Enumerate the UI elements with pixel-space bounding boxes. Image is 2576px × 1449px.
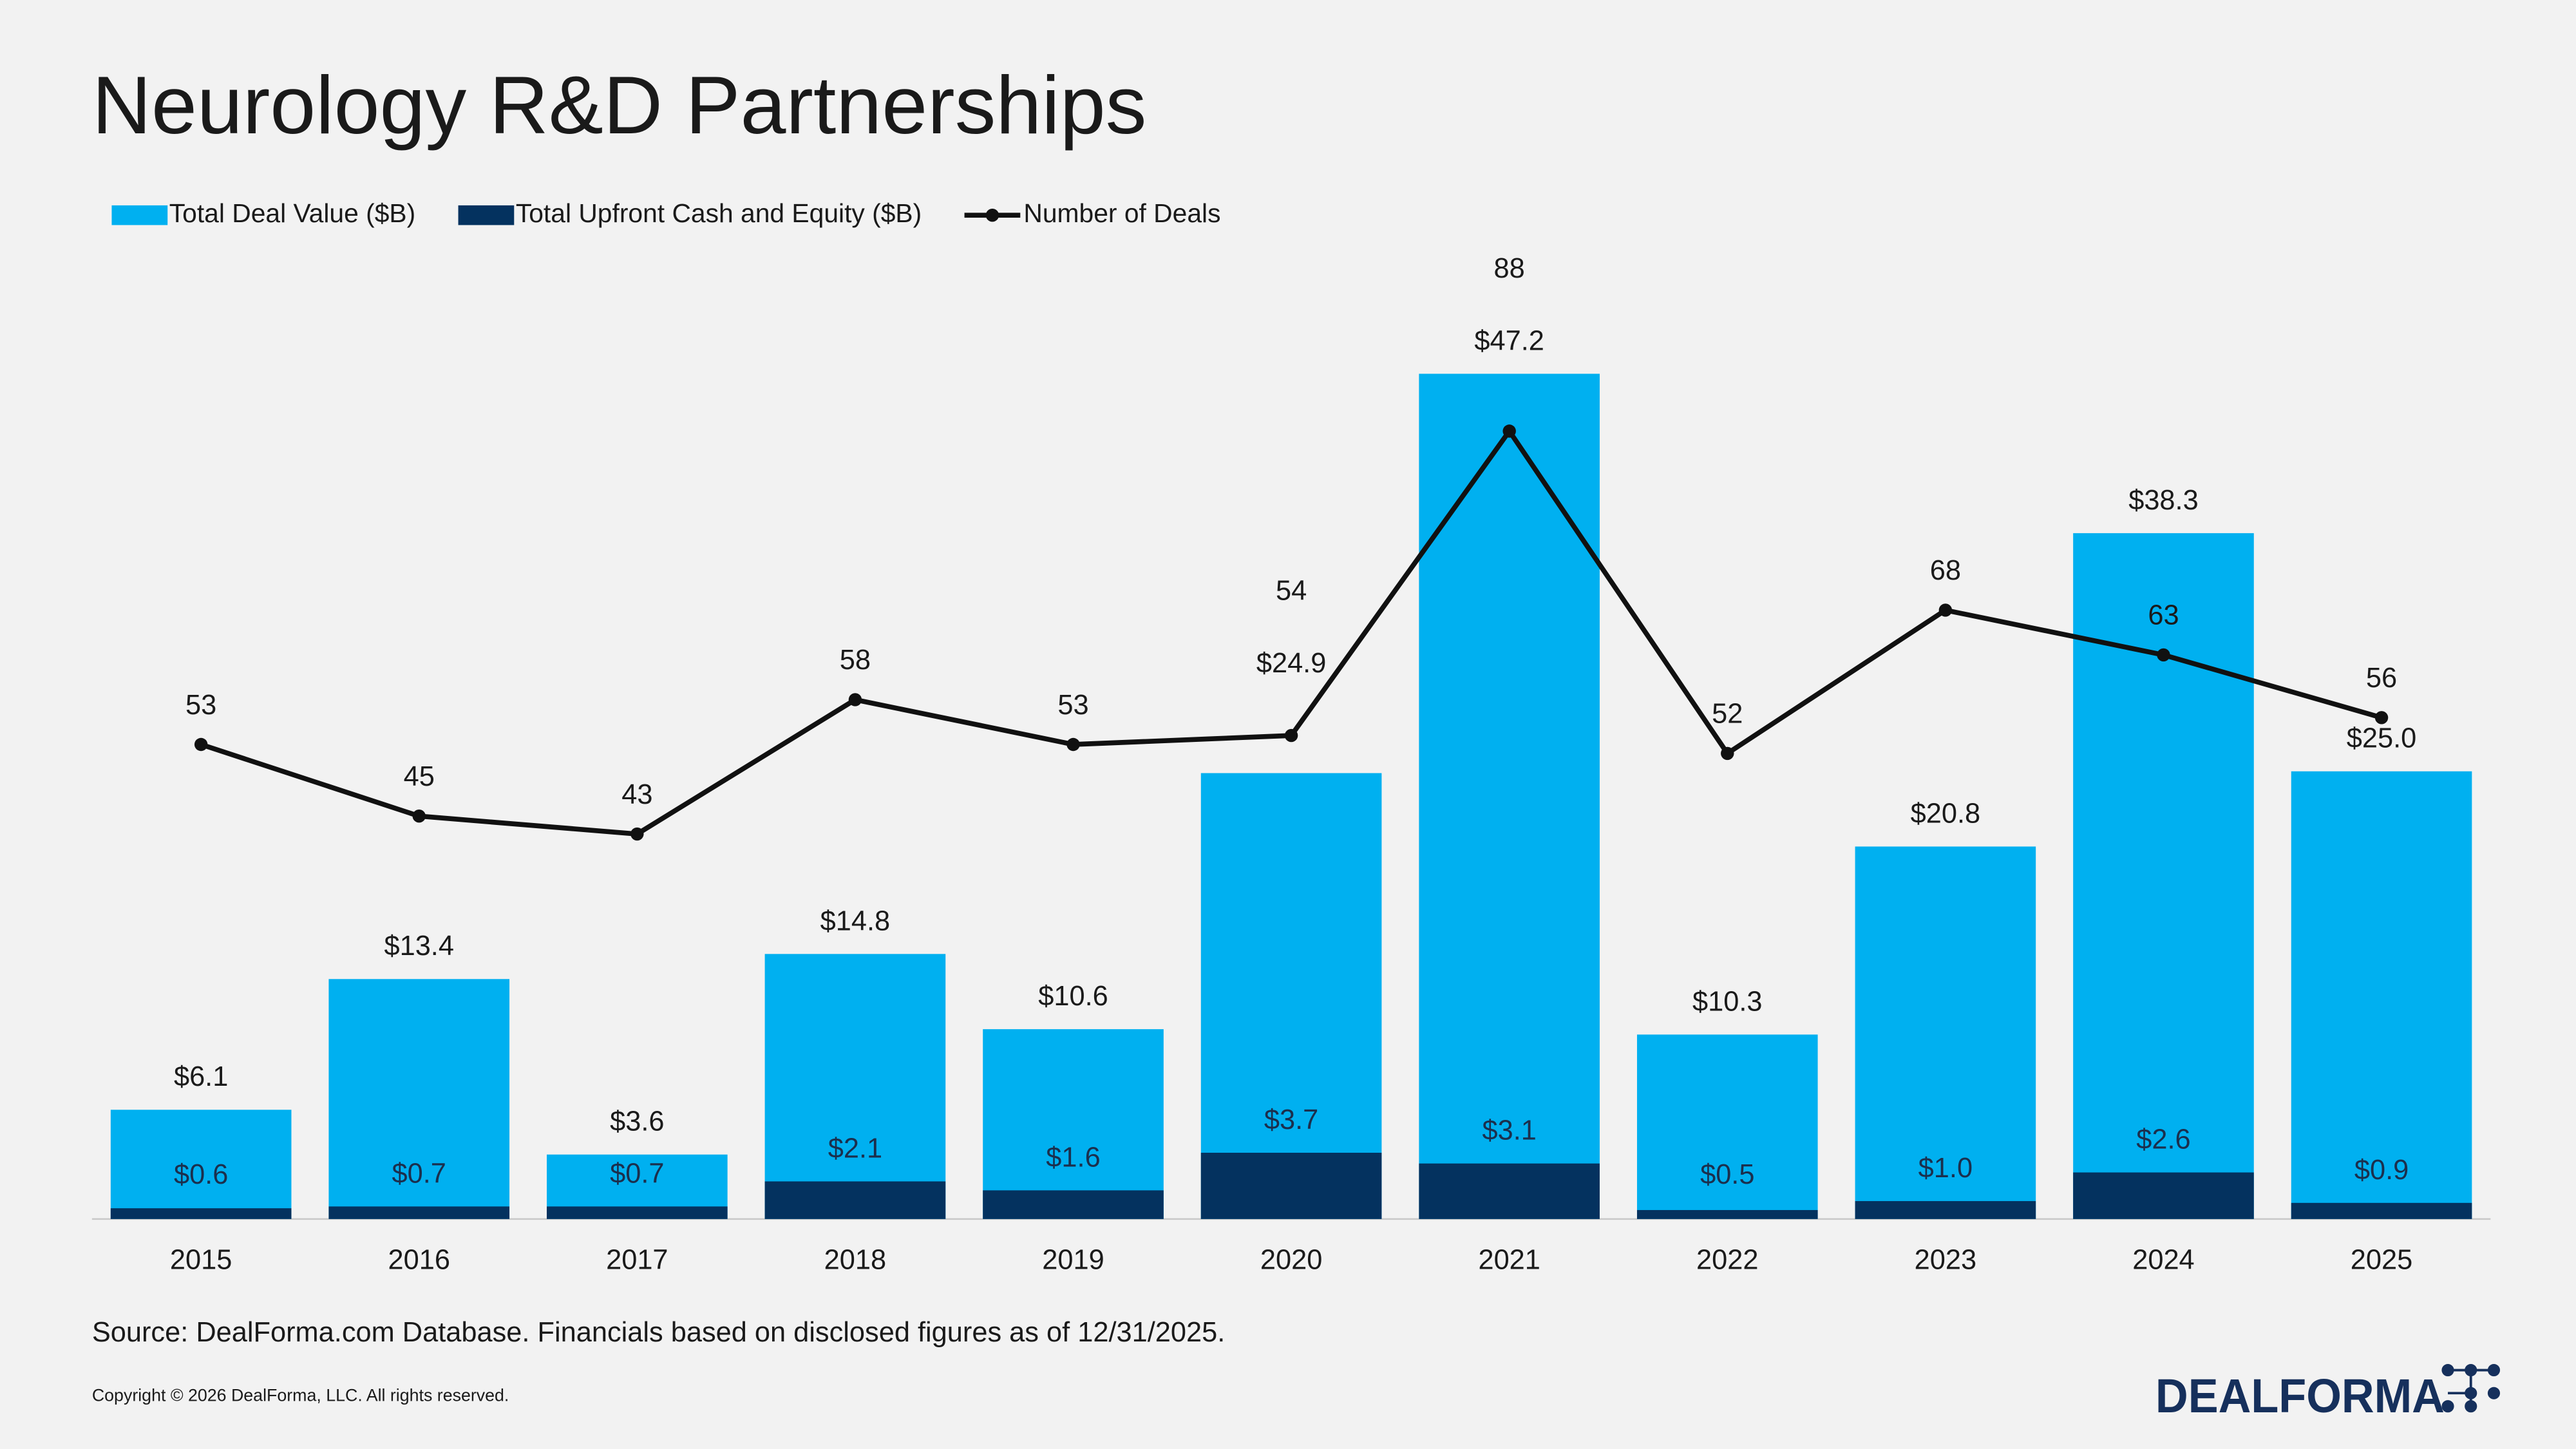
x-tick-label: 2025 <box>2351 1245 2412 1276</box>
bar-value-label: $1.6 <box>1046 1142 1100 1173</box>
bar-value-label: $0.9 <box>2354 1155 2409 1186</box>
bar <box>983 1190 1164 1219</box>
bar <box>1200 1152 1382 1219</box>
legend-swatch <box>458 205 515 225</box>
x-tick-label: 2024 <box>2132 1245 2194 1276</box>
x-tick-label: 2018 <box>824 1245 886 1276</box>
chart-title: Neurology R&D Partnerships <box>92 60 1147 151</box>
logo-mark <box>2441 1363 2501 1413</box>
line-point <box>630 827 644 841</box>
line-point <box>1284 728 1298 743</box>
bar-value-label: $13.4 <box>384 931 454 961</box>
x-tick-label: 2016 <box>388 1245 450 1276</box>
bar-value-label: $10.6 <box>1038 981 1108 1012</box>
x-tick-label: 2015 <box>170 1245 232 1276</box>
line-value-label: 63 <box>2148 600 2179 631</box>
copyright: Copyright © 2026 DealForma, LLC. All rig… <box>92 1385 509 1405</box>
bar <box>1200 773 1382 1219</box>
bar-value-label: $2.1 <box>828 1133 882 1164</box>
source-note: Source: DealForma.com Database. Financia… <box>92 1317 1225 1348</box>
legend-label: Number of Deals <box>1023 198 1220 228</box>
line-value-label: 52 <box>1712 699 1743 730</box>
line-point <box>1938 603 1953 617</box>
bar-value-label: $3.7 <box>1264 1104 1318 1135</box>
line-value-label: 56 <box>2366 663 2397 694</box>
bar-value-label: $1.0 <box>1918 1153 1973 1184</box>
line-point <box>1066 737 1080 752</box>
line-value-label: 53 <box>1057 690 1088 721</box>
bar <box>1855 1201 2036 1219</box>
bar <box>983 1029 1164 1219</box>
legend-swatch <box>985 208 999 222</box>
bar <box>2291 771 2472 1219</box>
line-point <box>2374 711 2389 724</box>
bar <box>547 1206 728 1219</box>
line-point <box>848 693 862 706</box>
line-point <box>412 810 426 823</box>
bar <box>2291 1202 2472 1219</box>
bar-value-label: $25.0 <box>2347 723 2417 754</box>
bar-value-label: $10.3 <box>1692 986 1763 1017</box>
bar <box>764 1181 946 1219</box>
legend-label: Total Upfront Cash and Equity ($B) <box>516 198 922 228</box>
bar-value-label: $38.3 <box>2128 485 2199 516</box>
bar <box>328 1206 510 1219</box>
x-tick-label: 2020 <box>1260 1245 1322 1276</box>
bar-value-label: $3.6 <box>610 1106 664 1137</box>
line-point <box>2157 648 2170 662</box>
bar <box>1855 846 2036 1219</box>
bar-value-label: $0.7 <box>610 1158 664 1189</box>
line-value-label: 58 <box>840 645 871 676</box>
bar <box>1419 374 1600 1219</box>
bar-value-label: $14.8 <box>820 905 891 936</box>
bar <box>1636 1209 1818 1219</box>
bar-value-label: $0.6 <box>174 1159 228 1190</box>
x-tick-label: 2019 <box>1042 1245 1104 1276</box>
bar-value-label: $24.9 <box>1256 648 1327 679</box>
legend-label: Total Deal Value ($B) <box>169 198 415 228</box>
x-tick-label: 2022 <box>1696 1245 1758 1276</box>
bar <box>1636 1034 1818 1219</box>
line-value-label: 43 <box>621 779 652 810</box>
line-value-label: 45 <box>404 761 435 792</box>
bar <box>764 954 946 1219</box>
bar <box>2073 533 2254 1219</box>
line-point <box>1502 424 1516 438</box>
logo: DEALFORMA <box>2155 1369 2445 1423</box>
bar <box>110 1208 292 1219</box>
line-point <box>1721 746 1734 761</box>
line-value-label: 54 <box>1276 576 1307 607</box>
line-value-label: 53 <box>185 690 216 721</box>
legend-swatch <box>111 205 168 225</box>
bar <box>110 1110 292 1219</box>
bar <box>328 979 510 1219</box>
x-tick-label: 2021 <box>1478 1245 1540 1276</box>
bar <box>1419 1163 1600 1219</box>
line-value-label: 88 <box>1494 253 1525 284</box>
bar-value-label: $6.1 <box>174 1061 228 1092</box>
bar-value-label: $20.8 <box>1911 798 1981 829</box>
line-point <box>194 737 208 752</box>
line-value-label: 68 <box>1930 555 1961 586</box>
bar <box>2073 1172 2254 1219</box>
x-tick-label: 2017 <box>606 1245 668 1276</box>
x-tick-label: 2023 <box>1915 1245 1976 1276</box>
bar-value-label: $0.5 <box>1700 1159 1754 1190</box>
bar-value-label: $0.7 <box>392 1158 446 1189</box>
bar-value-label: $47.2 <box>1474 325 1544 356</box>
bar-value-label: $2.6 <box>2136 1124 2190 1155</box>
bar-value-label: $3.1 <box>1482 1115 1536 1146</box>
